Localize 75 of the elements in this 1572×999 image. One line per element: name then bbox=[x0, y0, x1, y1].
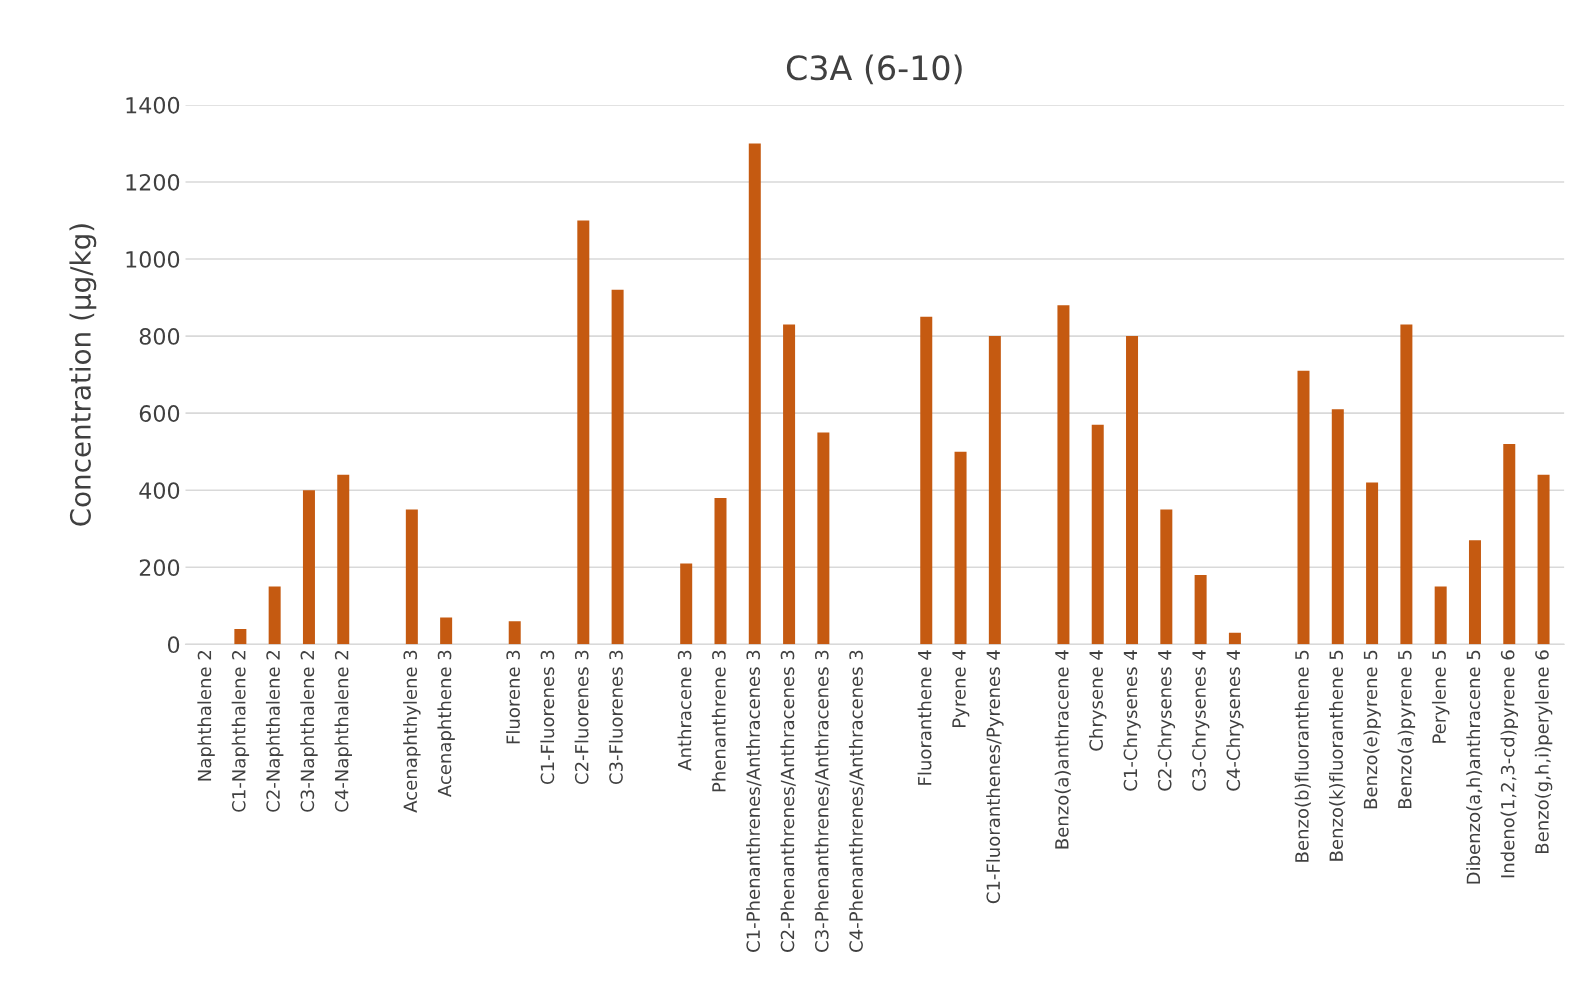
y-tick-label: 400 bbox=[139, 482, 180, 499]
x-tick-label: C2-Chrysenes 4 bbox=[1157, 650, 1176, 791]
x-tick-label: Benzo(e)pyrene 5 bbox=[1363, 650, 1381, 809]
x-tick-label: C2-Naphthalene 2 bbox=[265, 651, 284, 812]
bar bbox=[1400, 324, 1413, 645]
y-tick-label: 1000 bbox=[126, 250, 180, 268]
x-tick-label: C3-Chrysenes 4 bbox=[1191, 650, 1210, 791]
bar bbox=[1194, 575, 1207, 645]
bar bbox=[1468, 540, 1481, 645]
x-tick-label: Pyrene 4 bbox=[952, 650, 970, 727]
bar bbox=[234, 628, 247, 645]
bar bbox=[1503, 443, 1516, 645]
x-tick-label: C1-Phenanthrenes/Anthracenes 3 bbox=[746, 650, 762, 952]
x-tick-label: Dibenzo(a,h)anthracene 5 bbox=[1466, 650, 1483, 884]
x-tick-label: Indeno(1,2,3-cd)pyrene 6 bbox=[1500, 650, 1519, 878]
bar bbox=[440, 617, 453, 645]
x-tick-label: C4-Phenanthrenes/Anthracenes 3 bbox=[848, 650, 865, 952]
x-tick-label: Acenaphthylene 3 bbox=[403, 650, 421, 813]
x-tick-label: C2-Fluorenes 3 bbox=[574, 650, 589, 785]
y-tick-label: 1200 bbox=[126, 173, 180, 191]
bar bbox=[1434, 586, 1447, 645]
y-tick-label: 200 bbox=[139, 559, 180, 577]
x-tick-label: Phenanthrene 3 bbox=[711, 650, 726, 792]
x-tick-label: Anthracene 3 bbox=[677, 650, 692, 771]
bar bbox=[1057, 305, 1070, 645]
x-tick-label: C3-Naphthalene 2 bbox=[300, 651, 318, 812]
bar bbox=[817, 432, 830, 645]
bar bbox=[1297, 370, 1310, 645]
x-tick-label: Fluoranthene 4 bbox=[917, 650, 932, 785]
bar bbox=[748, 143, 761, 645]
x-tick-label: C1-Fluoranthenes/Pyrenes 4 bbox=[986, 650, 1004, 904]
x-tick-label: Benzo(k)fluoranthene 5 bbox=[1329, 650, 1346, 861]
bar bbox=[920, 316, 933, 645]
bar bbox=[1228, 632, 1241, 645]
bar bbox=[611, 289, 624, 645]
bar bbox=[508, 621, 521, 645]
x-tick-label: Perylene 5 bbox=[1431, 650, 1450, 743]
x-tick-label: C3-Phenanthrenes/Anthracenes 3 bbox=[814, 650, 831, 952]
x-tick-label: C4-Naphthalene 2 bbox=[334, 651, 352, 812]
bar bbox=[577, 220, 590, 645]
bar bbox=[954, 451, 967, 645]
y-tick-label: 1400 bbox=[126, 96, 180, 114]
bar bbox=[337, 474, 350, 645]
x-tick-label: C2-Phenanthrenes/Anthracenes 3 bbox=[780, 650, 796, 952]
x-tick-label: C3-Fluorenes 3 bbox=[608, 650, 623, 785]
bar bbox=[783, 324, 796, 645]
bar bbox=[302, 490, 315, 645]
x-tick-label: Chrysene 4 bbox=[1089, 650, 1107, 751]
x-tick-label: C1-Naphthalene 2 bbox=[231, 651, 250, 812]
bar bbox=[988, 336, 1001, 645]
bar bbox=[1091, 424, 1104, 645]
y-tick-label: 600 bbox=[139, 405, 180, 422]
bar bbox=[1331, 409, 1344, 645]
y-tick-label: 800 bbox=[139, 328, 180, 345]
x-tick-label: Acenaphthene 3 bbox=[437, 650, 455, 797]
x-tick-label: Benzo(g,h,i)perylene 6 bbox=[1534, 650, 1553, 853]
bar bbox=[405, 509, 418, 645]
bar bbox=[1537, 474, 1550, 645]
bar bbox=[680, 563, 693, 645]
bar bbox=[1160, 509, 1173, 645]
y-tick-label: 0 bbox=[167, 636, 180, 654]
x-tick-label: Fluorene 3 bbox=[505, 650, 520, 744]
x-tick-label: Naphthalene 2 bbox=[197, 651, 215, 781]
x-tick-label: Benzo(b)fluoranthene 5 bbox=[1294, 650, 1311, 862]
y-axis-title: Concentration (µg/kg) bbox=[69, 224, 97, 526]
x-tick-label: Benzo(a)anthracene 4 bbox=[1054, 650, 1071, 849]
bar bbox=[268, 586, 281, 645]
bar bbox=[1126, 336, 1139, 645]
bar bbox=[714, 497, 727, 645]
x-tick-label: Benzo(a)pyrene 5 bbox=[1397, 650, 1416, 809]
x-tick-label: C1-Fluorenes 3 bbox=[540, 650, 555, 785]
x-tick-label: C1-Chrysenes 4 bbox=[1123, 650, 1141, 791]
x-tick-label: C4-Chrysenes 4 bbox=[1226, 650, 1244, 791]
chart-title: C3A (6-10) bbox=[786, 54, 962, 85]
bar bbox=[1366, 482, 1379, 645]
